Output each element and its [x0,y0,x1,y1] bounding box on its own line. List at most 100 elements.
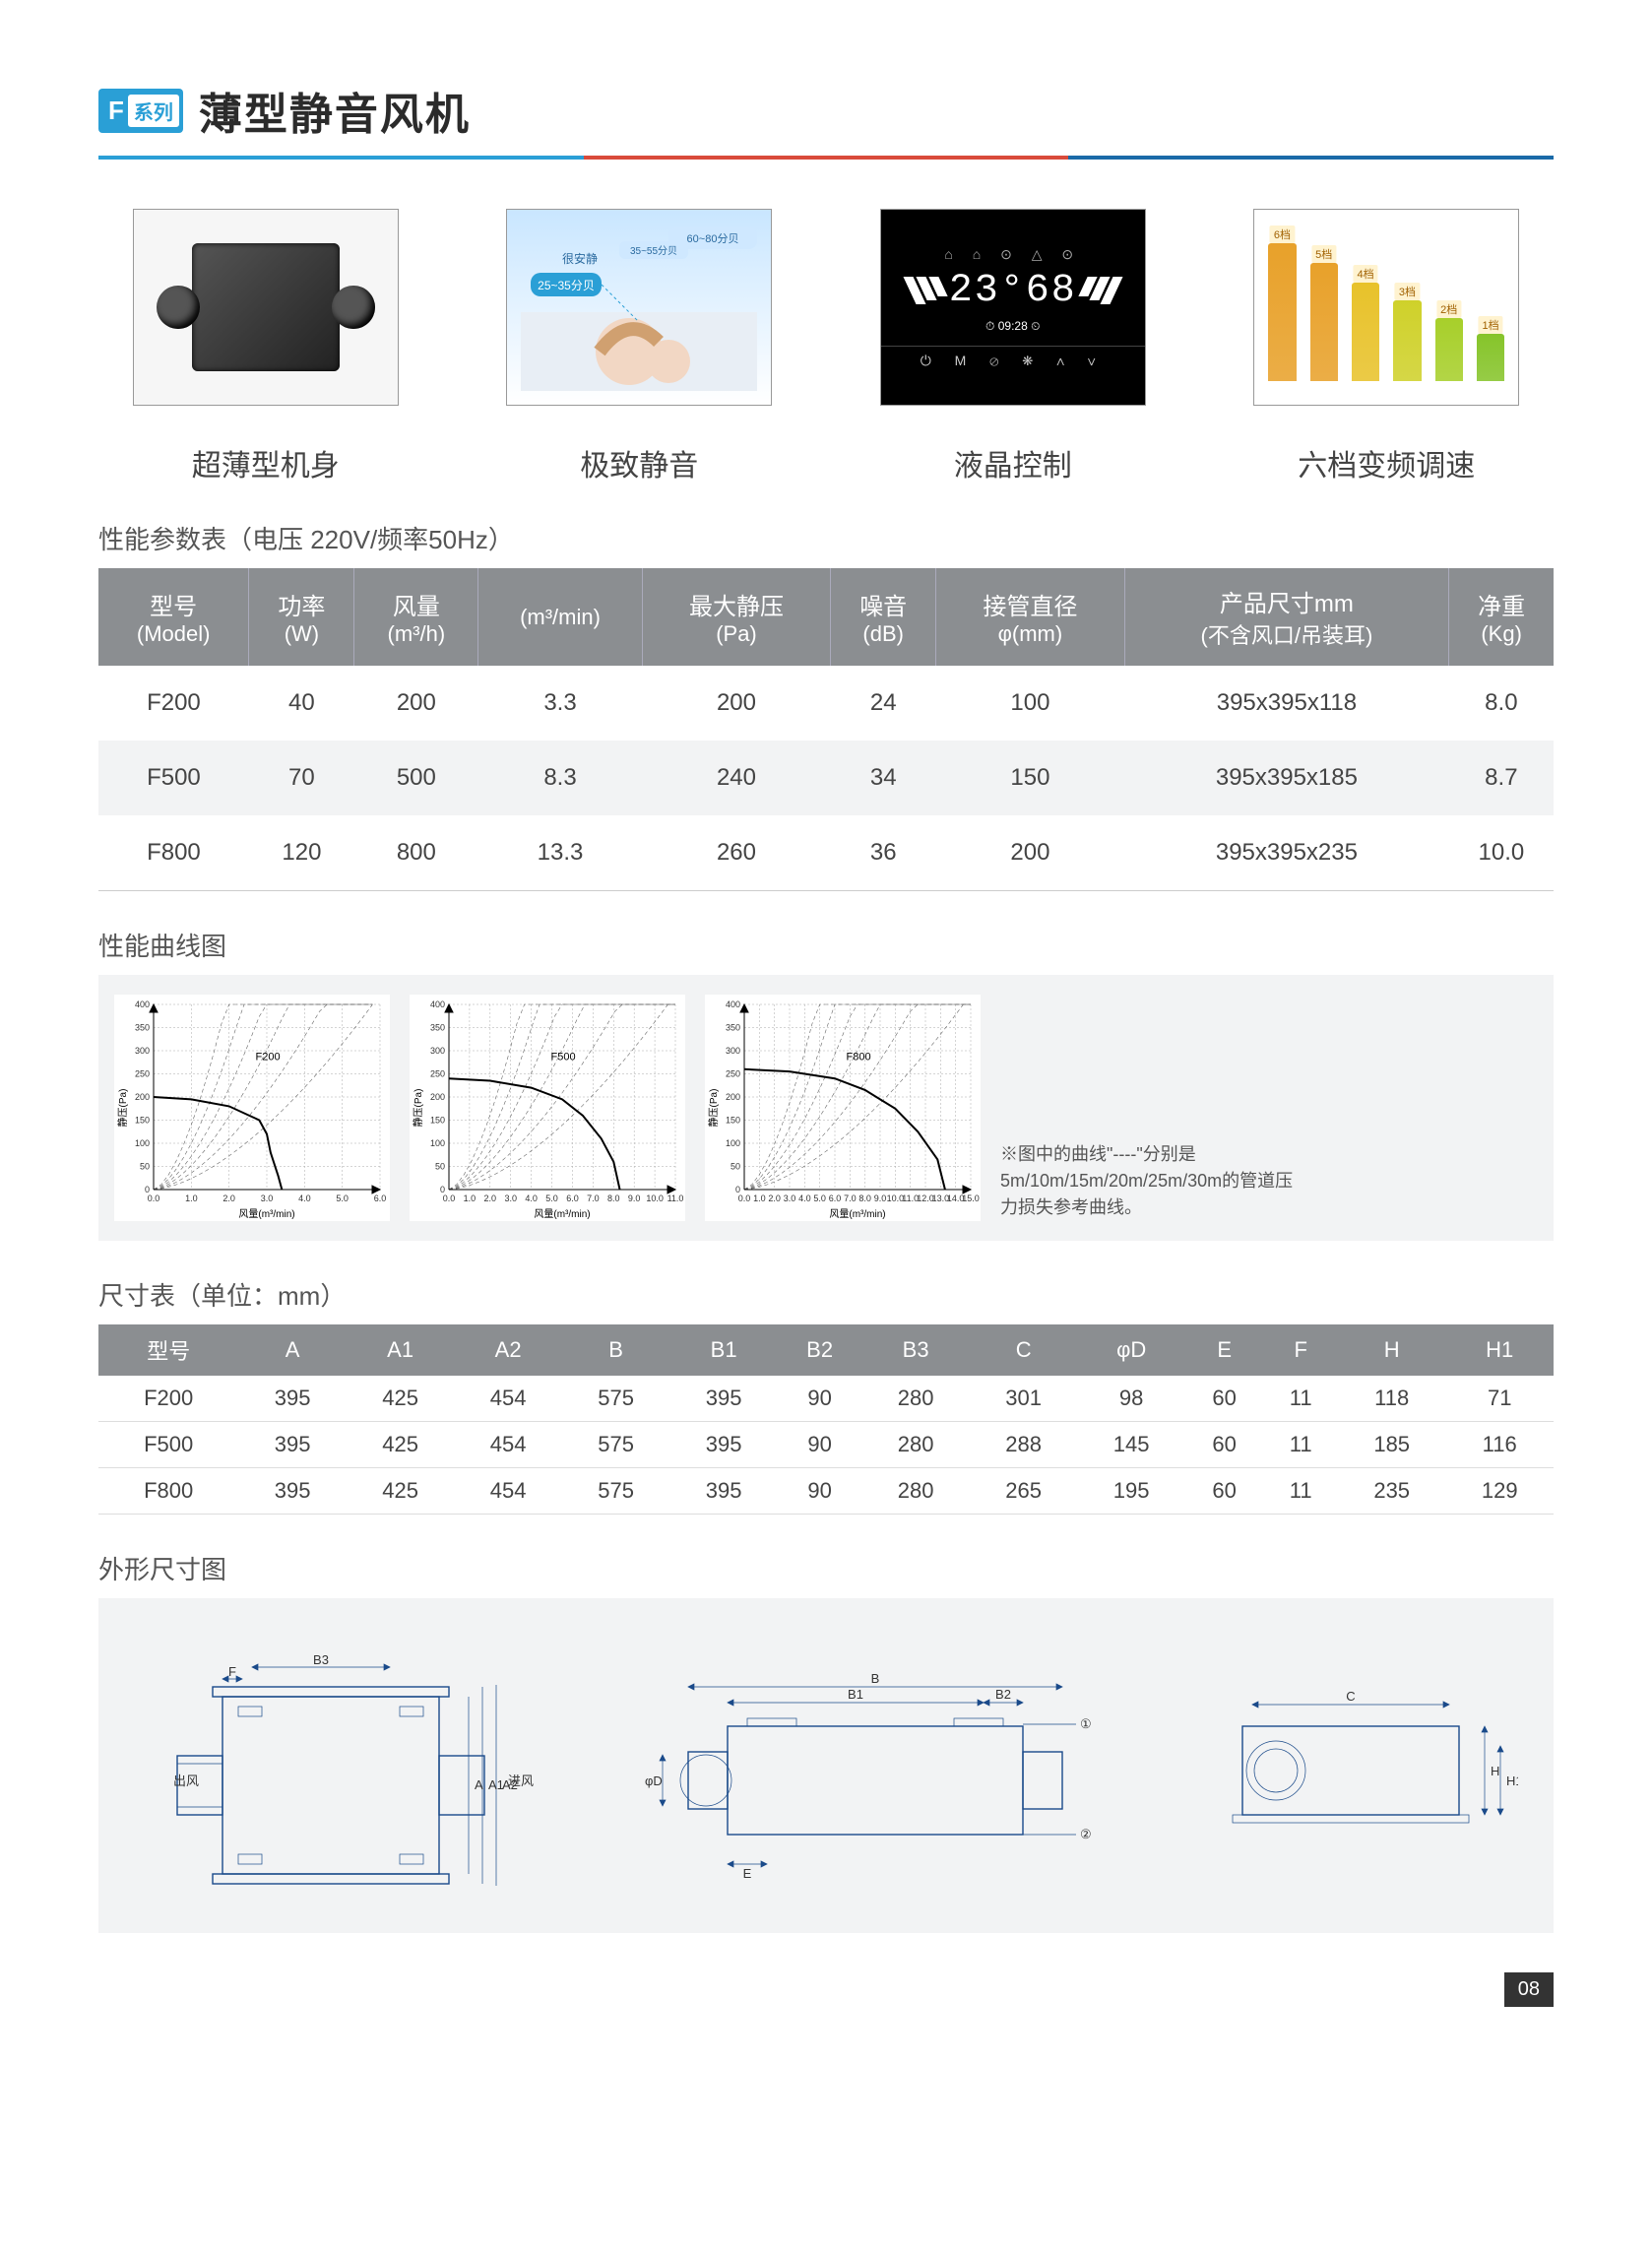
svg-text:350: 350 [135,1023,150,1033]
spec-cell: 200 [936,815,1124,891]
svg-text:0.0: 0.0 [148,1193,160,1203]
speed-bar: 3档 [1393,300,1421,381]
svg-text:1.0: 1.0 [753,1193,766,1203]
spec-table-title: 性能参数表（电压 220V/频率50Hz） [98,520,1554,556]
size-cell: 98 [1077,1376,1185,1422]
svg-text:50: 50 [435,1162,445,1172]
size-row: F2003954254545753959028030198601111871 [98,1376,1554,1422]
speed-bar: 2档 [1435,318,1463,381]
svg-text:2.0: 2.0 [222,1193,235,1203]
size-cell: 60 [1185,1376,1264,1422]
spec-col-header: (m³/min) [478,568,643,666]
svg-text:静压(Pa): 静压(Pa) [707,1089,720,1128]
speed-bar: 1档 [1477,334,1504,381]
size-cell: 145 [1077,1422,1185,1468]
svg-text:50: 50 [140,1162,150,1172]
feature-six-speed: 6档5档4档3档2档1档 六档变频调速 [1220,209,1555,484]
spec-col-header: 功率(W) [249,568,354,666]
size-cell: 395 [669,1422,778,1468]
size-table: 型号AA1A2BB1B2B3CφDEFHH1 F2003954254545753… [98,1324,1554,1515]
svg-text:100: 100 [135,1138,150,1148]
dim-view-top: B3FAA1A2出风进风 [134,1628,567,1903]
svg-text:F500: F500 [551,1051,576,1063]
svg-text:250: 250 [430,1069,445,1079]
svg-text:7.0: 7.0 [587,1193,600,1203]
lcd-panel: ⌂ ⌂ ⊙ △ ⊙ 23°68 ⏱ 09:28 ⏲ ⏻ M ⊘ [881,210,1145,405]
size-cell: 11 [1263,1422,1338,1468]
fan-illustration [192,243,340,371]
size-cell: 71 [1445,1376,1554,1422]
lcd-bottom: ⏻ M ⊘ ❋ ∧ ∨ [881,346,1145,369]
spec-cell: 36 [831,815,936,891]
svg-text:静压(Pa): 静压(Pa) [412,1089,424,1128]
svg-text:150: 150 [135,1116,150,1126]
spec-cell: 395x395x235 [1124,815,1449,891]
spec-cell: 34 [831,741,936,815]
spec-cell: F800 [98,815,249,891]
curve-row: 0501001502002503003504000.01.02.03.04.05… [98,975,1554,1241]
svg-text:250: 250 [135,1069,150,1079]
tricolor-rule [98,156,1554,160]
feature-lcd: ⌂ ⌂ ⊙ △ ⊙ 23°68 ⏱ 09:28 ⏲ ⏻ M ⊘ [846,209,1180,484]
svg-text:进风: 进风 [508,1773,534,1788]
svg-text:F800: F800 [847,1051,871,1063]
size-cell: 575 [562,1422,670,1468]
spec-table: 型号(Model)功率(W)风量(m³/h)(m³/min)最大静压(Pa)噪音… [98,568,1554,891]
feature-thumb: 25~35分贝 60~80分贝 35~55分贝 很安静 [506,209,772,406]
svg-text:150: 150 [726,1116,740,1126]
size-table-title: 尺寸表（单位：mm） [98,1276,1554,1313]
curve-note: ※图中的曲线"----"分别是5m/10m/15m/20m/25m/30m的管道… [1000,1141,1296,1221]
spec-col-header: 最大静压(Pa) [642,568,830,666]
badge-letter: F [108,96,124,126]
size-cell: 90 [778,1468,862,1515]
svg-text:很安静: 很安静 [562,251,598,266]
size-col-header: B1 [669,1324,778,1376]
svg-text:150: 150 [430,1116,445,1126]
lcd-top-icons: ⌂ ⌂ ⊙ △ ⊙ [944,246,1081,263]
svg-text:风量(m³/min): 风量(m³/min) [534,1208,590,1220]
spec-cell: 395x395x185 [1124,741,1449,815]
size-col-header: A2 [454,1324,562,1376]
badge-series: 系列 [128,95,179,127]
svg-text:8.0: 8.0 [607,1193,620,1203]
size-cell: 425 [347,1376,455,1422]
spec-col-header: 产品尺寸mm(不含风口/吊装耳) [1124,568,1449,666]
spec-cell: F500 [98,741,249,815]
svg-text:2.0: 2.0 [768,1193,781,1203]
svg-text:B: B [871,1671,880,1686]
spec-cell: 200 [642,666,830,741]
feature-caption: 极致静音 [473,441,807,484]
svg-text:φD: φD [645,1773,663,1788]
size-cell: 395 [238,1376,347,1422]
size-cell: 11 [1263,1468,1338,1515]
svg-text:100: 100 [430,1138,445,1148]
svg-text:2.0: 2.0 [484,1193,497,1203]
size-col-header: A [238,1324,347,1376]
svg-text:5.0: 5.0 [813,1193,826,1203]
svg-text:F: F [228,1664,236,1679]
svg-text:静压(Pa): 静压(Pa) [116,1089,129,1128]
spec-cell: 395x395x118 [1124,666,1449,741]
svg-text:A: A [475,1777,483,1792]
feature-quiet: 25~35分贝 60~80分贝 35~55分贝 很安静 极致静音 [473,209,807,484]
size-row: F500395425454575395902802881456011185116 [98,1422,1554,1468]
feature-thumb: 6档5档4档3档2档1档 [1253,209,1519,406]
spec-row: F200402003.320024100395x395x1188.0 [98,666,1554,741]
svg-text:300: 300 [726,1046,740,1056]
svg-text:350: 350 [430,1023,445,1033]
size-cell: 129 [1445,1468,1554,1515]
spec-cell: 500 [354,741,478,815]
series-badge: F 系列 [98,89,183,133]
size-cell: 118 [1338,1376,1446,1422]
spec-col-header: 风量(m³/h) [354,568,478,666]
svg-text:4.0: 4.0 [798,1193,811,1203]
size-cell: 395 [238,1468,347,1515]
svg-text:10.0: 10.0 [646,1193,664,1203]
svg-text:风量(m³/min): 风量(m³/min) [829,1208,885,1220]
svg-text:400: 400 [726,1000,740,1009]
svg-text:25~35分贝: 25~35分贝 [538,279,595,292]
size-row: F800395425454575395902802651956011235129 [98,1468,1554,1515]
feature-thumb [133,209,399,406]
svg-text:C: C [1346,1689,1355,1704]
lcd-digits: 23°68 [949,269,1077,313]
